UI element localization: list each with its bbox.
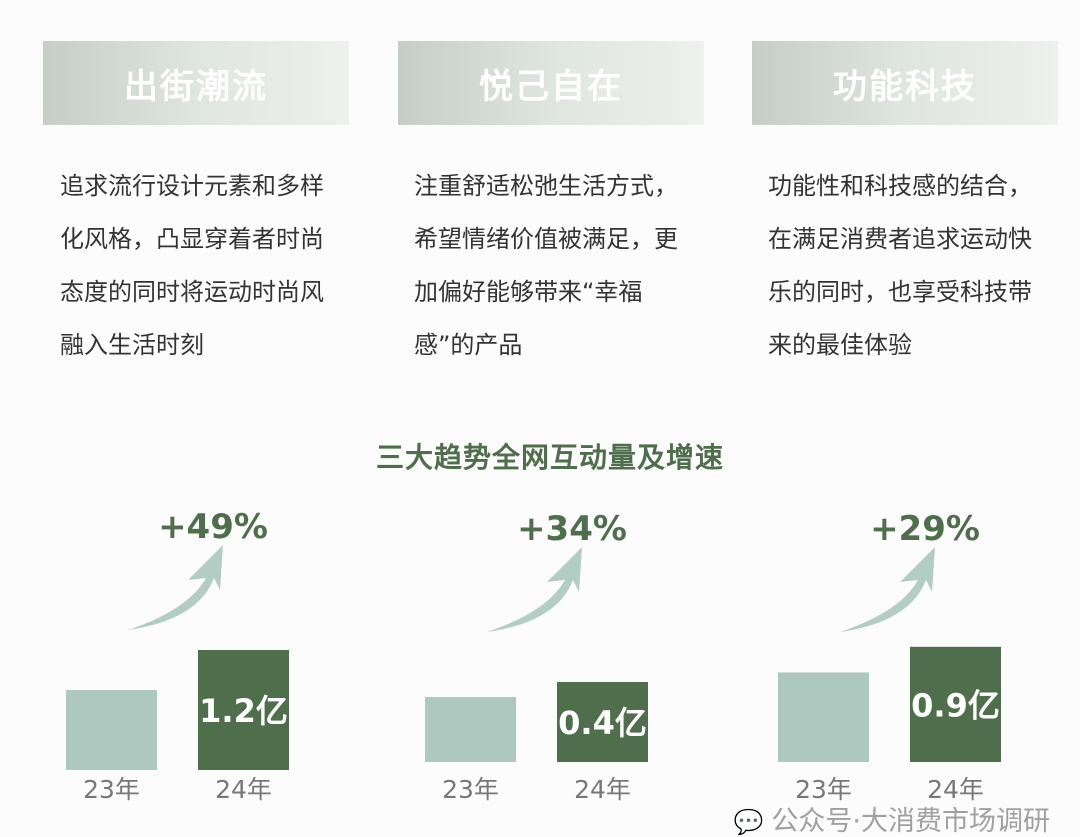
category-label: 24年 [215,775,272,804]
wechat-icon: 💬 [733,808,764,836]
bar-23 [425,697,516,762]
bar-data-label: 1.2亿 [199,692,288,730]
bar-data-label: 0.9亿 [911,686,1000,724]
growth-arrow-icon [128,545,223,630]
growth-label: +49% [158,507,268,547]
bar-24 [910,646,1001,762]
growth-arrow-icon [487,547,582,632]
growth-arrow-icon [840,547,935,632]
watermark-text: 公众号·大消费市场调研 [771,806,1050,837]
chart-title: 三大趋势全网互动量及增速 [375,441,724,474]
category-label: 24年 [574,775,631,804]
bar-data-label: 0.4亿 [558,704,647,742]
category-label: 23年 [442,775,499,804]
card-title-tech: 功能科技 [752,41,1058,125]
card-title-comfort: 悦己自在 [398,41,704,125]
bar-24 [557,682,648,762]
card-body-comfort: 注重舒适松弛生活方式，希望情绪价值被满足，更加偏好能够带来“幸福感”的产品 [414,172,678,359]
growth-label: +29% [870,509,980,549]
category-label: 23年 [795,775,852,804]
card-body-trend: 追求流行设计元素和多样化风格，凸显穿着者时尚态度的同时将运动时尚风融入生活时刻 [60,172,324,359]
card-body-tech: 功能性和科技感的结合，在满足消费者追求运动快乐的同时，也享受科技带来的最佳体验 [768,172,1032,359]
growth-label: +34% [517,509,627,549]
card-title-trend: 出街潮流 [43,41,349,125]
category-label: 24年 [927,775,984,804]
bar-23 [66,690,157,770]
category-label: 23年 [83,775,140,804]
watermark: 💬 公众号·大消费市场调研 [734,807,1050,837]
bar-24 [198,650,289,770]
bar-23 [778,672,869,762]
